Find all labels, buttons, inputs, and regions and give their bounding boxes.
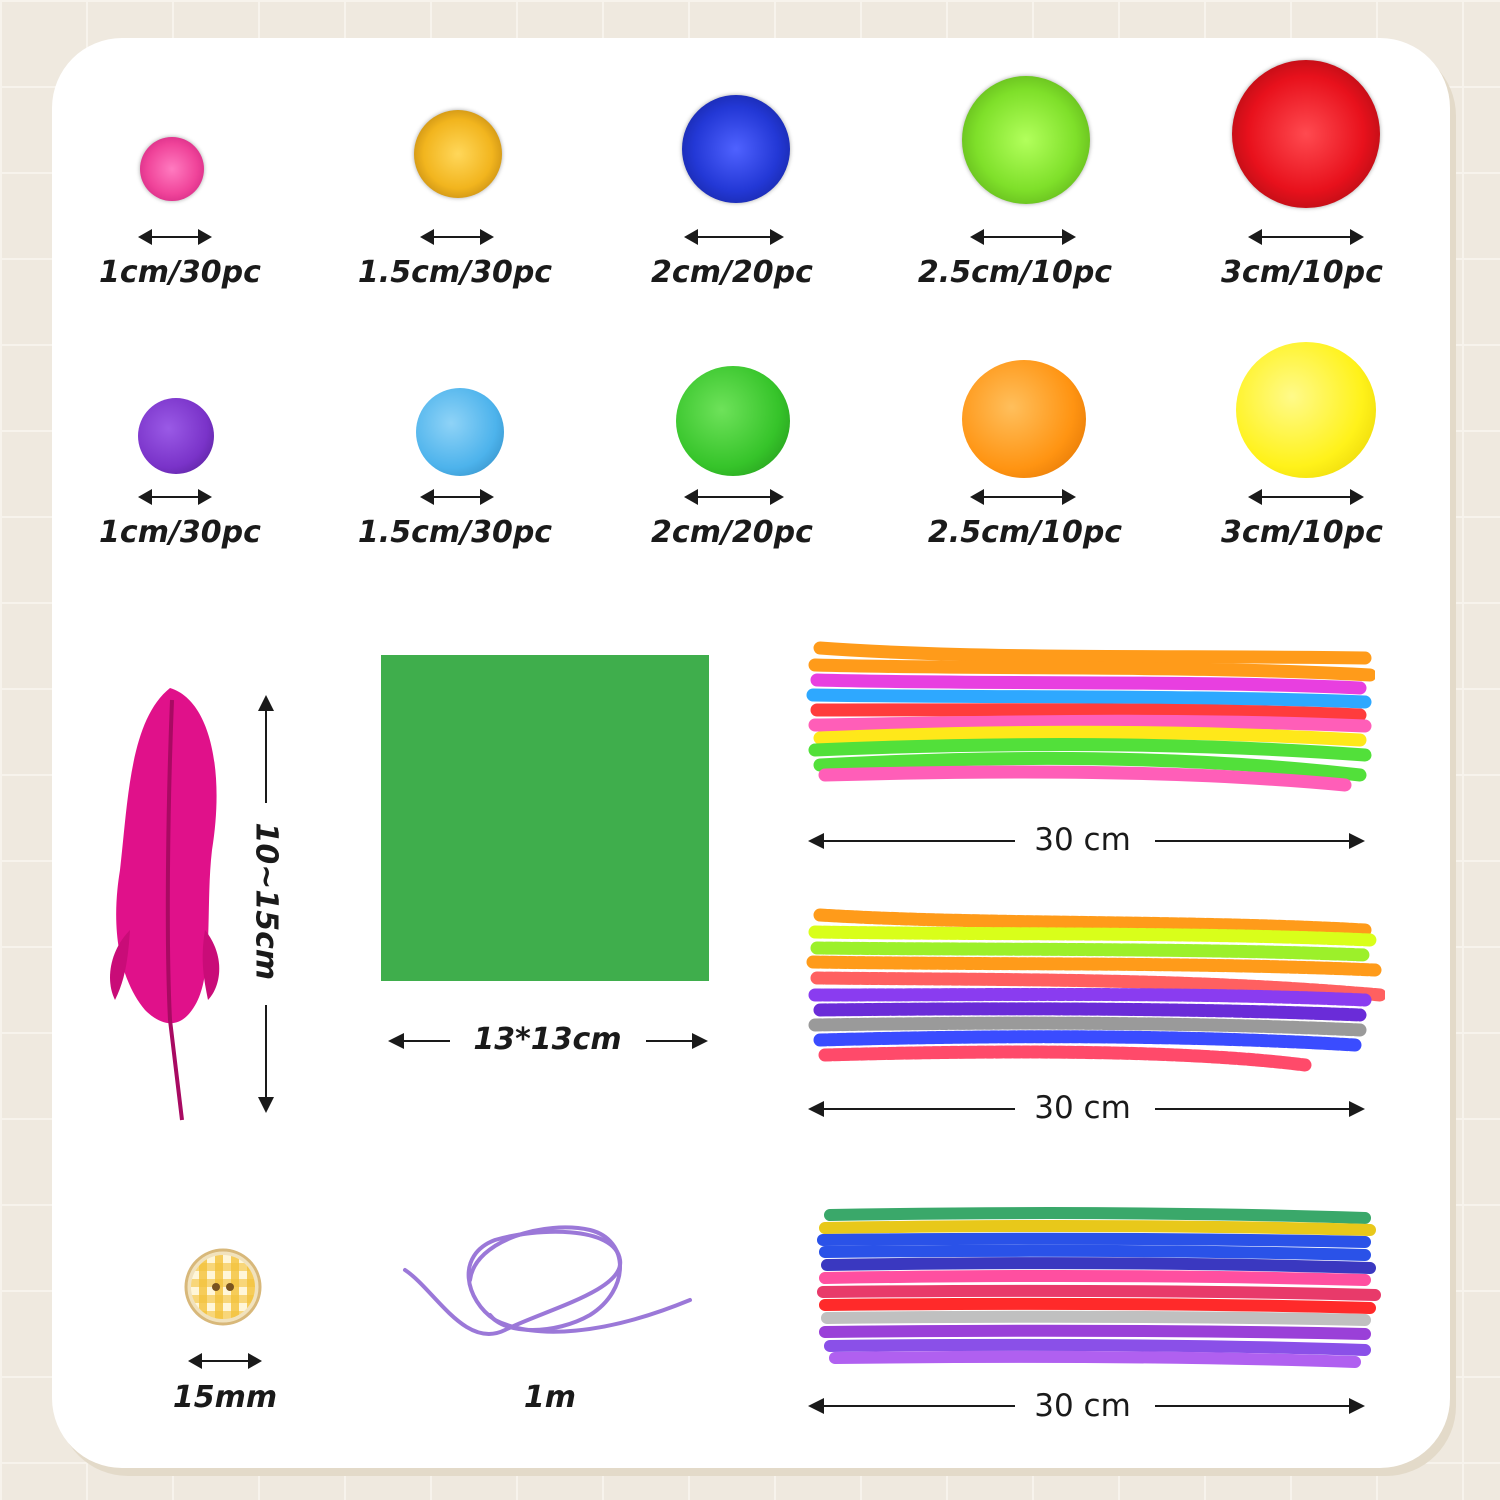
blue-tinsel-pompom-icon [682,95,790,203]
orange-pompom-icon [962,360,1086,478]
length-arrow-up [258,695,274,803]
size-arrow [684,489,784,505]
glitter-chenille-stems-icon [817,1207,1381,1368]
size-arrow [138,229,212,245]
length-arrow-right [1155,1101,1365,1117]
pompom-size-label: 3cm/10pc [1221,515,1383,550]
size-arrow-right [646,1033,708,1049]
pompom-size-label: 1.5cm/30pc [357,255,553,290]
size-arrow [420,489,494,505]
pompom-size-label: 2cm/20pc [651,255,813,290]
light-blue-pompom-icon [416,388,504,476]
feather-icon [110,688,220,1121]
felt-size-label: 13*13cm [473,1022,622,1057]
felt-sheet [381,655,709,981]
gold-tinsel-pompom-icon [414,110,502,198]
size-arrow [138,489,212,505]
size-arrow [1248,489,1364,505]
pipe-cleaner-length-label: 30 cm [1034,1388,1131,1424]
striped-chenille-stems-icon [806,908,1385,1072]
length-arrow-left [808,1398,1015,1414]
wooden-button-icon [184,1248,262,1326]
elastic-cord-icon [403,1225,692,1336]
chenille-stems-icon [806,641,1375,792]
length-arrow-left [808,1101,1015,1117]
button-size-label: 15mm [172,1380,278,1415]
pompom-size-label: 2cm/20pc [651,515,813,550]
pompom-size-label: 3cm/10pc [1221,255,1383,290]
pompom-size-label: 1cm/30pc [99,515,261,550]
size-arrow [420,229,494,245]
pink-tinsel-pompom-icon [140,137,204,201]
cord-length-label: 1m [523,1380,577,1415]
size-arrow [684,229,784,245]
yellow-pompom-icon [1236,342,1376,478]
size-arrow [1248,229,1364,245]
green-pompom-icon [676,366,790,476]
lime-tinsel-pompom-icon [962,76,1090,204]
feather-length-label: 10~15cm [248,822,284,981]
length-arrow-right [1155,1398,1365,1414]
pompom-size-label: 1.5cm/30pc [357,515,553,550]
size-arrow [970,229,1076,245]
pipe-cleaner-length-label: 30 cm [1034,1090,1131,1126]
size-arrow [970,489,1076,505]
pompom-size-label: 1cm/30pc [99,255,261,290]
size-arrow [188,1353,262,1369]
pompom-size-label: 2.5cm/10pc [927,515,1123,550]
pipe-cleaner-length-label: 30 cm [1034,822,1131,858]
red-tinsel-pompom-icon [1232,60,1380,208]
purple-pompom-icon [138,398,214,474]
length-arrow-right [1155,833,1365,849]
length-arrow-left [808,833,1015,849]
pompom-size-label: 2.5cm/10pc [917,255,1113,290]
size-arrow-left [388,1033,450,1049]
length-arrow-down [258,1005,274,1113]
